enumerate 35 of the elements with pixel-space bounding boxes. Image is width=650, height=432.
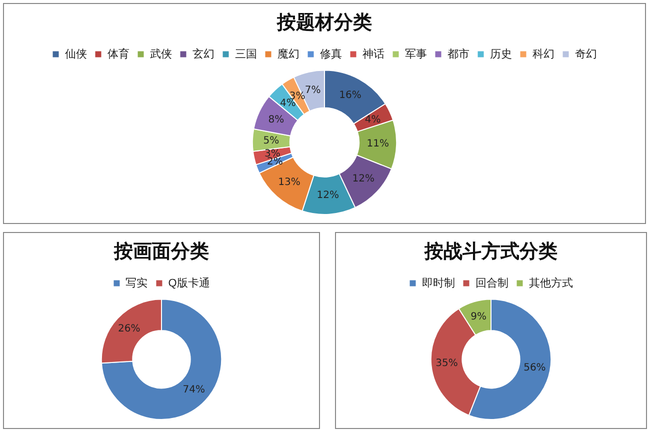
data-label: 13% — [278, 177, 300, 188]
legend-label: 军事 — [404, 47, 427, 60]
legend-label: 神话 — [362, 47, 384, 60]
legend-label: Q版卡通 — [168, 276, 210, 290]
legend-label: 武侠 — [150, 47, 172, 60]
legend-label: 魔幻 — [277, 47, 300, 60]
legend-label: 写实 — [126, 276, 148, 290]
data-label: 9% — [470, 311, 487, 322]
legend-label: 回合制 — [475, 276, 508, 290]
data-label: 4% — [364, 114, 381, 126]
legend-label: 仙侠 — [64, 48, 87, 60]
data-label: 74% — [182, 384, 206, 396]
legend-label: 即时制 — [422, 276, 455, 290]
data-label: 12% — [352, 174, 375, 185]
legend-label: 三国 — [234, 48, 257, 60]
legend-label: 玄幻 — [192, 47, 214, 60]
chart-title: 按战斗方式分类 — [424, 240, 558, 262]
data-label: 35% — [436, 358, 458, 370]
data-label: 12% — [316, 190, 339, 202]
data-label: 11% — [366, 138, 389, 150]
legend-label: 历史 — [490, 47, 512, 60]
chart-title: 按题材分类 — [276, 11, 372, 34]
data-label: 26% — [118, 324, 140, 335]
legend-label: 都市 — [447, 47, 470, 60]
legend-label: 体育 — [107, 47, 130, 60]
data-label: 56% — [524, 362, 546, 374]
legend-label: 其他方式 — [528, 276, 573, 290]
legend-label: 科幻 — [532, 48, 554, 60]
legend-label: 修真 — [320, 47, 342, 60]
legend-label: 奇幻 — [574, 48, 597, 60]
chart-title: 按画面分类 — [113, 240, 209, 262]
data-label: 5% — [263, 135, 280, 146]
data-label: 16% — [339, 90, 362, 102]
data-label: 8% — [268, 114, 284, 126]
data-label: 7% — [304, 84, 321, 96]
